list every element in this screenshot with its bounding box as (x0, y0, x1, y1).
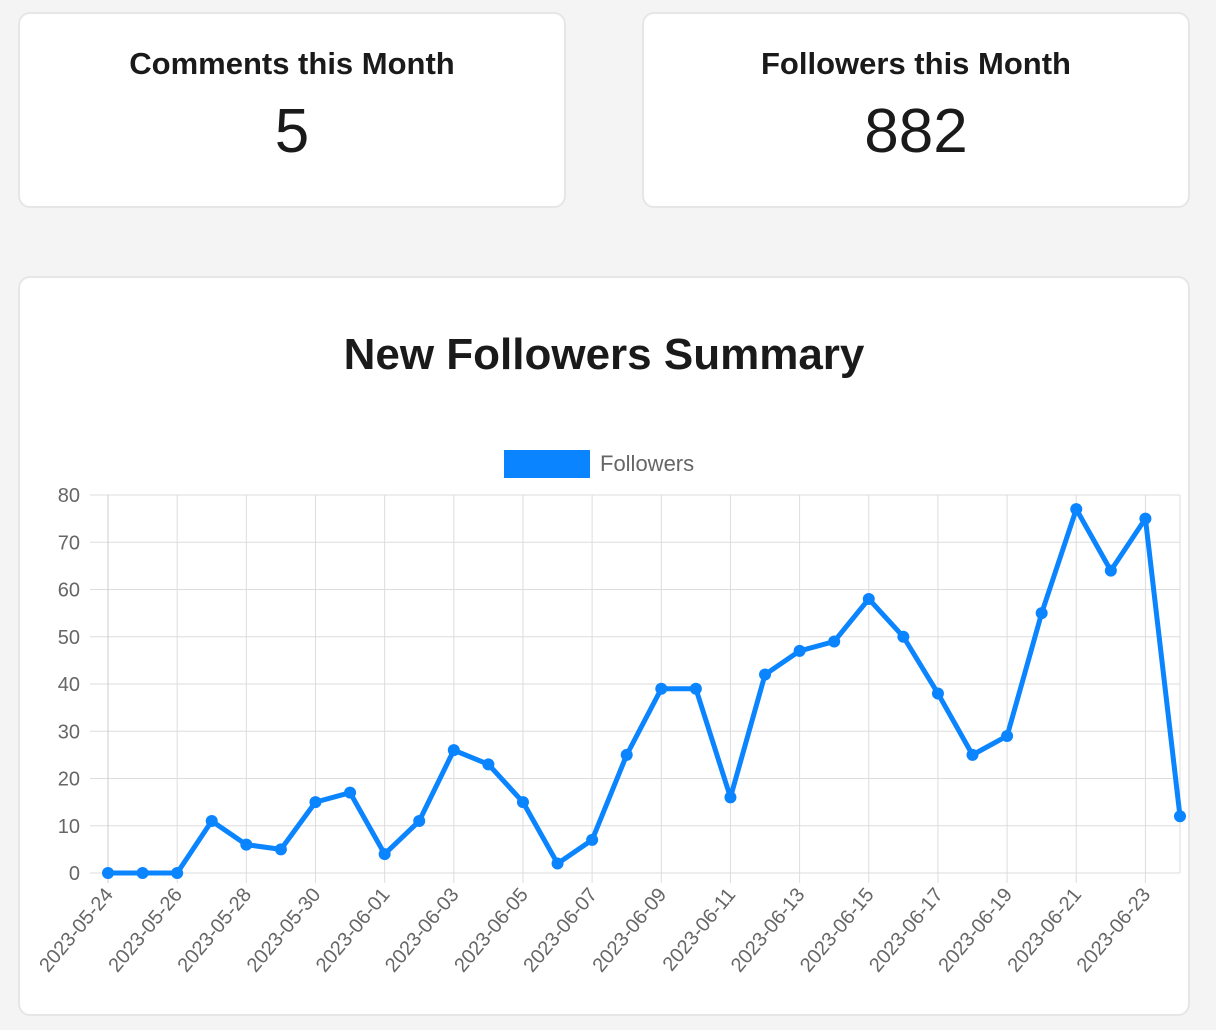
legend[interactable]: Followers (504, 450, 694, 478)
followers-line-chart: 010203040506070802023-05-242023-05-26202… (35, 450, 1186, 977)
data-point[interactable] (586, 833, 599, 846)
data-point[interactable] (1139, 512, 1152, 525)
data-point[interactable] (171, 867, 184, 879)
data-point[interactable] (344, 786, 357, 799)
data-point[interactable] (655, 682, 668, 695)
data-point[interactable] (931, 687, 944, 700)
data-point[interactable] (862, 592, 875, 605)
followers-title: Followers this Month (761, 46, 1071, 81)
data-point[interactable] (551, 857, 564, 870)
comments-title: Comments this Month (129, 46, 455, 81)
followers-card: Followers this Month 882 (642, 12, 1190, 208)
y-tick-label: 50 (58, 627, 80, 649)
data-point[interactable] (724, 791, 737, 804)
data-point[interactable] (240, 838, 253, 851)
data-point[interactable] (1070, 503, 1083, 516)
data-point[interactable] (1104, 564, 1117, 577)
data-point[interactable] (828, 635, 841, 648)
data-point[interactable] (689, 682, 702, 695)
data-point[interactable] (1001, 729, 1014, 742)
data-point[interactable] (136, 867, 149, 879)
data-point[interactable] (274, 843, 287, 856)
y-tick-label: 30 (58, 721, 80, 743)
comments-value: 5 (274, 97, 310, 166)
y-tick-label: 0 (69, 863, 80, 885)
data-point[interactable] (447, 744, 460, 757)
y-tick-label: 80 (58, 485, 80, 507)
legend-swatch[interactable] (504, 450, 590, 478)
data-point[interactable] (1035, 607, 1048, 620)
data-point[interactable] (378, 848, 391, 861)
followers-value: 882 (864, 97, 968, 166)
y-tick-label: 70 (58, 532, 80, 554)
y-tick-label: 20 (58, 769, 80, 791)
data-point[interactable] (1174, 810, 1186, 823)
data-point[interactable] (897, 630, 910, 643)
data-point[interactable] (309, 796, 322, 809)
data-point[interactable] (205, 815, 218, 828)
data-point[interactable] (516, 796, 529, 809)
series-line (105, 506, 1183, 876)
chart-card: New Followers Summary 0 10 20 30 40 50 60 70 80 2… (18, 276, 1190, 1016)
data-point[interactable] (620, 748, 633, 761)
data-point[interactable] (482, 758, 495, 771)
legend-label[interactable]: Followers (600, 451, 694, 476)
series (102, 503, 1186, 879)
y-tick-label: 10 (58, 816, 80, 838)
data-point[interactable] (966, 748, 979, 761)
chart-title: New Followers Summary (343, 330, 865, 379)
data-point[interactable] (793, 644, 806, 657)
grid (90, 494, 1181, 883)
data-point[interactable] (413, 815, 426, 828)
data-point[interactable] (759, 668, 772, 681)
data-point[interactable] (102, 867, 114, 879)
comments-card: Comments this Month 5 (18, 12, 566, 208)
y-tick-label: 60 (58, 580, 80, 602)
y-tick-label: 40 (58, 674, 80, 696)
